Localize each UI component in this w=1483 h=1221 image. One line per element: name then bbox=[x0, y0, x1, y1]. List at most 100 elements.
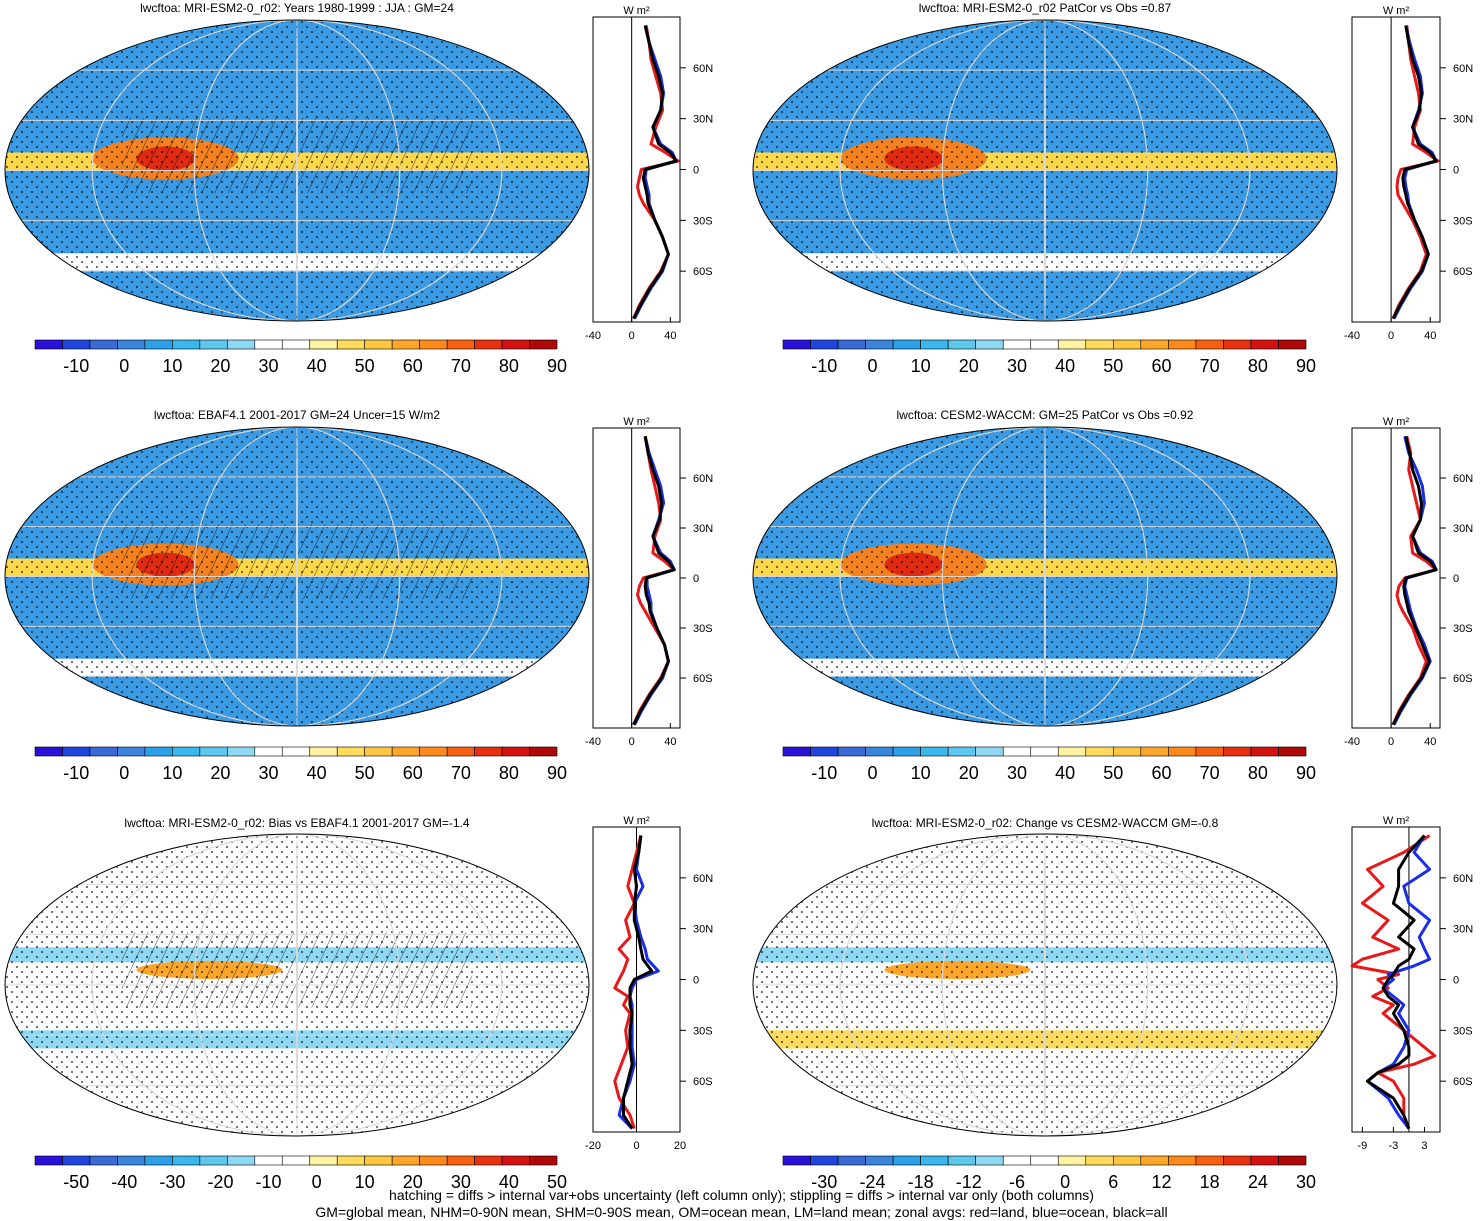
colorbar-label: 30 bbox=[451, 1172, 471, 1192]
zonal-xtick-label: 0 bbox=[629, 330, 635, 342]
zonal-line-land bbox=[632, 436, 676, 726]
colorbar-box bbox=[172, 339, 201, 350]
zonal-line-ocean bbox=[617, 835, 660, 1130]
colorbar-box bbox=[336, 339, 365, 350]
panel-2: lwcftoa: MRI-ESM2-0_r02 PatCor vs Obs =0… bbox=[752, 1, 1473, 376]
colorbar-box bbox=[1168, 746, 1197, 757]
colorbar-label: -10 bbox=[63, 763, 89, 783]
zonal-ytick-label: 60N bbox=[1453, 873, 1473, 885]
colorbar-box bbox=[892, 1155, 921, 1166]
colorbar-box bbox=[89, 339, 118, 350]
graticule-lon bbox=[1044, 20, 1046, 321]
colorbar-box bbox=[975, 339, 1004, 350]
zonal-frame bbox=[592, 427, 681, 729]
zonal-ytick-label: 60N bbox=[1453, 63, 1473, 75]
colorbar-box bbox=[419, 339, 448, 350]
graticule-lon bbox=[193, 427, 401, 726]
colorbar-box bbox=[254, 1155, 283, 1166]
zonal-ytick-label: 30S bbox=[1453, 215, 1473, 227]
colorbar-box bbox=[501, 339, 530, 350]
zonal-ytick-label: 30S bbox=[693, 1025, 713, 1037]
colorbar-box bbox=[810, 746, 839, 757]
zonal-unit: W m² bbox=[1383, 815, 1410, 827]
colorbar-box bbox=[1223, 1155, 1252, 1166]
colorbar-box bbox=[892, 746, 921, 757]
map-field bbox=[5, 834, 589, 1136]
colorbar-label: -10 bbox=[811, 356, 837, 376]
colorbar-box bbox=[1250, 1155, 1279, 1166]
zonal-xtick-label: 0 bbox=[633, 1140, 639, 1152]
colorbar-box bbox=[227, 339, 256, 350]
colorbar-label: 80 bbox=[499, 356, 519, 376]
zonal-frame bbox=[1351, 16, 1441, 323]
colorbar-box bbox=[281, 1155, 311, 1166]
graticule-lon bbox=[1044, 834, 1046, 1136]
colorbar-label: 60 bbox=[403, 763, 423, 783]
zonal-ytick-label: 0 bbox=[693, 975, 699, 987]
zonal-xtick-label: 0 bbox=[629, 736, 635, 748]
map-outline bbox=[4, 19, 590, 322]
colorbar-box bbox=[529, 1155, 558, 1166]
map-field bbox=[753, 20, 1337, 321]
colorbar-label: 0 bbox=[867, 763, 877, 783]
graticule-lon bbox=[296, 834, 298, 1136]
colorbar-box bbox=[1250, 339, 1279, 350]
colorbar-label: 70 bbox=[1200, 356, 1220, 376]
colorbar-label: 70 bbox=[451, 763, 471, 783]
map-field bbox=[5, 20, 589, 321]
colorbar-box bbox=[501, 746, 530, 757]
colorbar-box bbox=[117, 339, 146, 350]
colorbar-box bbox=[62, 1155, 91, 1166]
graticule-lon bbox=[91, 20, 503, 321]
zonal-unit: W m² bbox=[1383, 416, 1410, 428]
zonal-xtick-label: -40 bbox=[585, 736, 601, 748]
colorbar-box bbox=[782, 1155, 811, 1166]
zonal-frame bbox=[1351, 427, 1441, 729]
zonal-ytick-label: 60S bbox=[693, 266, 713, 278]
colorbar-label: 90 bbox=[547, 356, 567, 376]
colorbar-box bbox=[810, 1155, 839, 1166]
colorbar-label: 20 bbox=[403, 1172, 423, 1192]
panel-title: lwcftoa: MRI-ESM2-0_r02 PatCor vs Obs =0… bbox=[919, 1, 1172, 15]
zonal-xtick-label: 40 bbox=[1424, 330, 1436, 342]
colorbar-label: 20 bbox=[959, 356, 979, 376]
map-field bbox=[5, 427, 589, 726]
colorbar-box bbox=[529, 746, 558, 757]
colorbar-box bbox=[1113, 1155, 1142, 1166]
zonal-ytick-label: 30S bbox=[1453, 1025, 1473, 1037]
colorbar-box bbox=[920, 339, 949, 350]
zonal-unit: W m² bbox=[623, 416, 650, 428]
zonal-ytick-label: 60N bbox=[693, 63, 713, 75]
colorbar-label: -30 bbox=[811, 1172, 837, 1192]
colorbar-box bbox=[309, 1155, 338, 1166]
zonal-ytick-label: 30S bbox=[693, 215, 713, 227]
colorbar-box bbox=[281, 339, 311, 350]
colorbar-label: 60 bbox=[1151, 356, 1171, 376]
colorbar-label: 70 bbox=[451, 356, 471, 376]
colorbar-box bbox=[1113, 339, 1142, 350]
graticule-lon bbox=[296, 427, 298, 726]
panel-title: lwcftoa: EBAF4.1 2001-2017 GM=24 Uncer=1… bbox=[154, 408, 440, 422]
colorbar-box bbox=[920, 746, 949, 757]
panel-title: lwcftoa: MRI-ESM2-0_r02: Bias vs EBAF4.1… bbox=[124, 816, 469, 830]
colorbar-box bbox=[1168, 1155, 1197, 1166]
zonal-ytick-label: 60S bbox=[693, 1076, 713, 1088]
graticule-lon bbox=[193, 834, 401, 1136]
colorbar-label: 10 bbox=[911, 763, 931, 783]
colorbar-label: 30 bbox=[259, 763, 279, 783]
zonal-ytick-label: 0 bbox=[693, 165, 699, 177]
colorbar-box bbox=[782, 339, 811, 350]
colorbar-label: 50 bbox=[547, 1172, 567, 1192]
colorbar-box bbox=[309, 339, 338, 350]
colorbar-box bbox=[1195, 746, 1224, 757]
colorbar-label: 20 bbox=[959, 763, 979, 783]
graticule-lon bbox=[839, 427, 1251, 726]
zonal-ytick-label: 30N bbox=[1453, 924, 1473, 936]
zonal-xtick-label: 40 bbox=[664, 736, 676, 748]
colorbar-label: 30 bbox=[259, 356, 279, 376]
colorbar-box bbox=[865, 746, 894, 757]
colorbar-box bbox=[254, 746, 283, 757]
zonal-line-all bbox=[1366, 834, 1426, 1130]
colorbar-label: 40 bbox=[499, 1172, 519, 1192]
colorbar-box bbox=[1278, 746, 1307, 757]
